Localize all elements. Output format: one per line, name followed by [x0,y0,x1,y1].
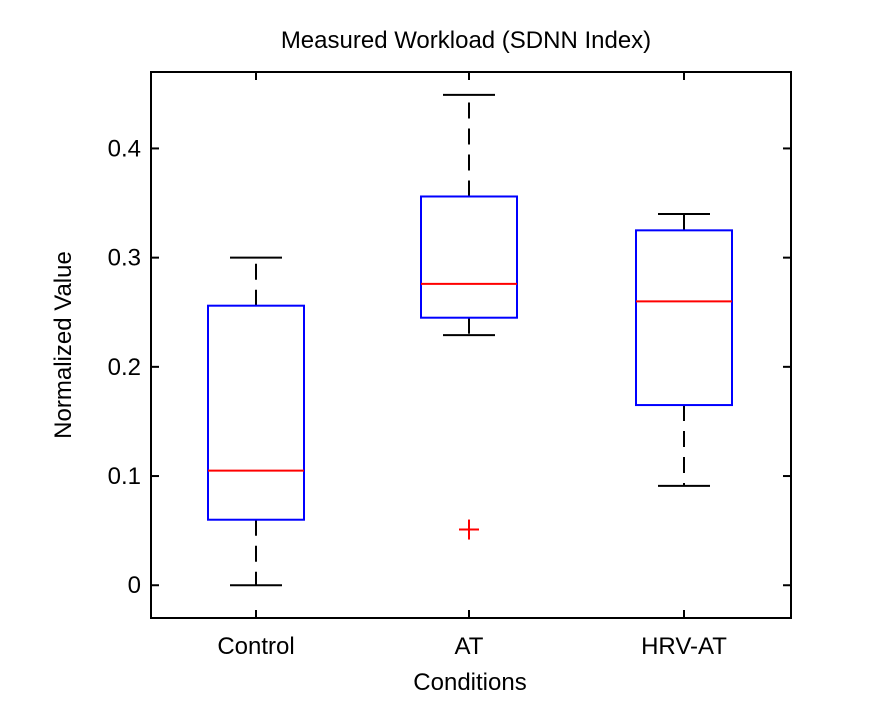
iqr-box [420,195,518,319]
chart-title: Measured Workload (SDNN Index) [281,27,651,54]
box-series [207,93,733,587]
y-axis-label: Normalized Value [50,251,77,439]
y-tick-label: 0.2 [108,354,141,381]
y-axis: 0 0.1 0.2 0.3 0.4 [108,135,791,599]
plot-area [150,71,792,619]
x-tick-label: AT [455,633,484,660]
y-tick-label: 0.4 [108,135,141,162]
y-tick-label: 0.1 [108,463,141,490]
x-axis-label: Conditions [413,669,526,696]
x-tick-label: HRV-AT [641,633,727,660]
iqr-box [635,229,733,407]
box-group [420,93,518,540]
y-tick-label: 0.3 [108,245,141,272]
x-tick-label: Control [217,633,294,660]
outlier-marker [459,519,479,540]
iqr-box [207,304,305,521]
box-group [635,212,733,487]
x-axis: Control AT HRV-AT [217,72,727,660]
y-tick-label: 0 [128,572,141,599]
box-group [207,256,305,587]
